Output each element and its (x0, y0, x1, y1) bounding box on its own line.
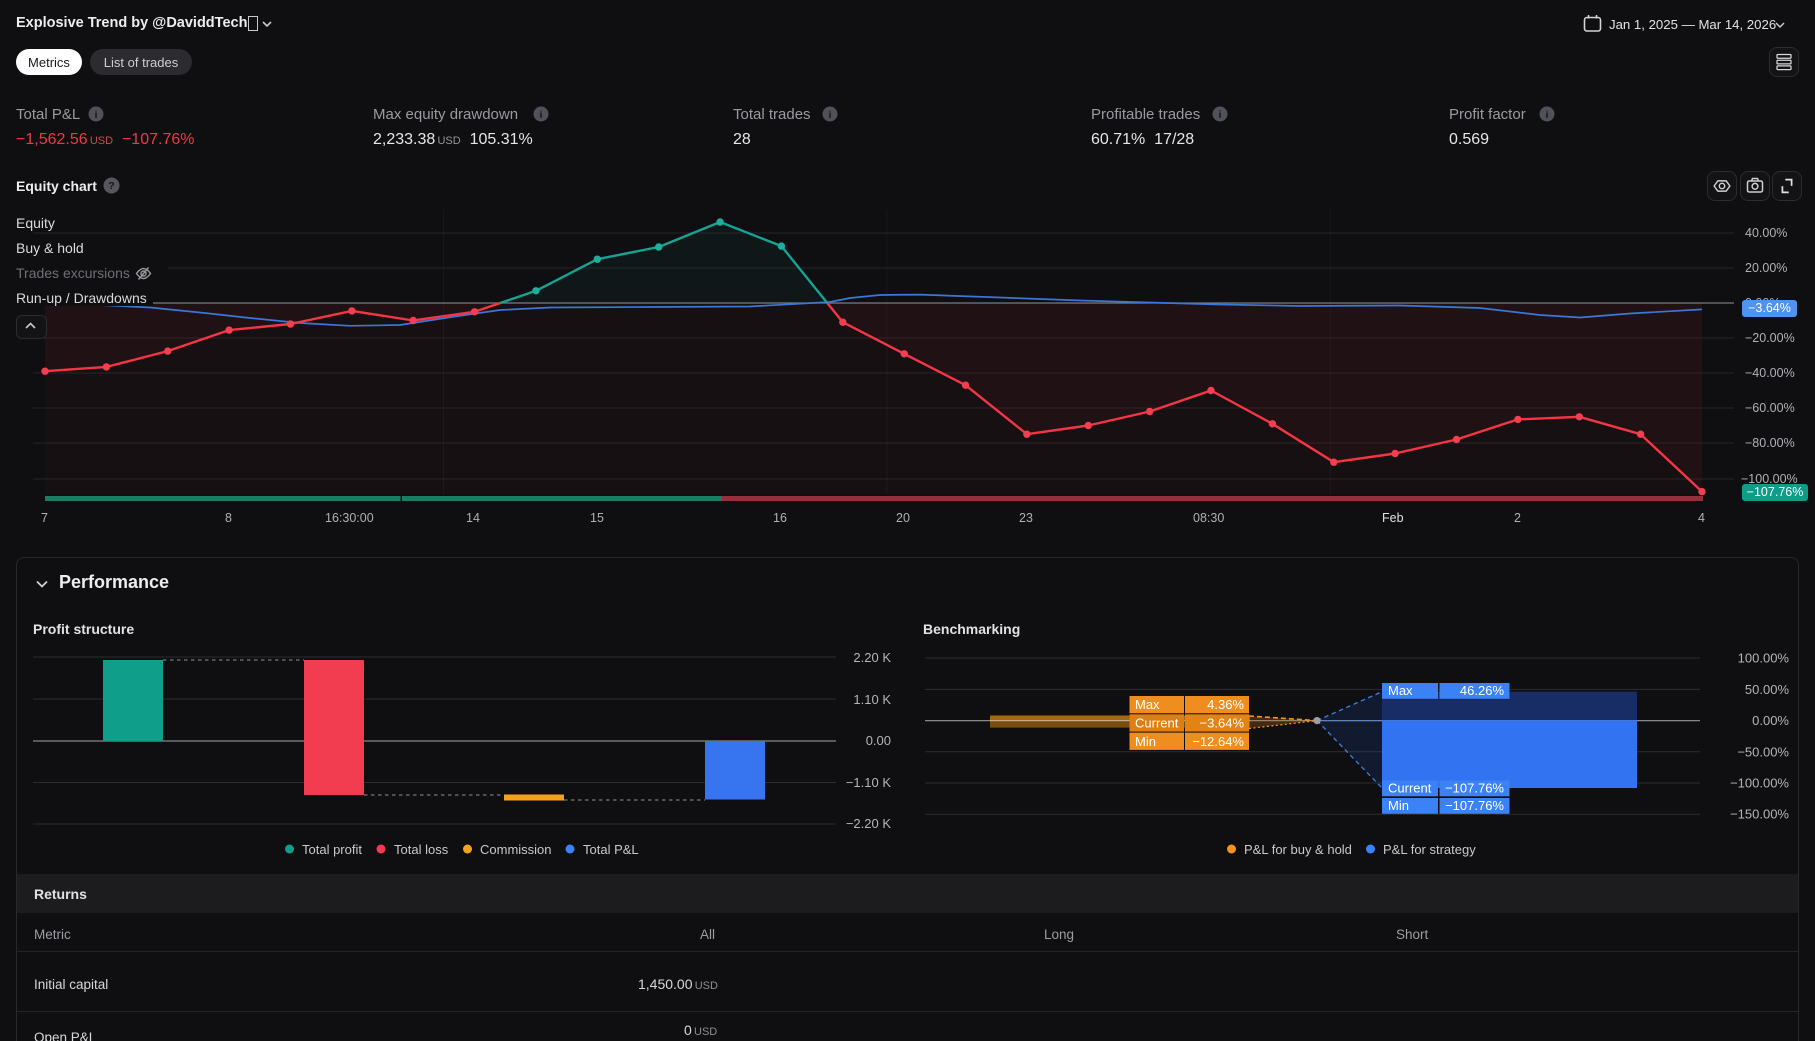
svg-text:i: i (1219, 110, 1222, 121)
svg-text:−107.76%: −107.76% (1445, 798, 1504, 813)
svg-text:i: i (95, 110, 98, 121)
svg-text:−50.00%: −50.00% (1737, 744, 1789, 759)
svg-text:2.20 K: 2.20 K (853, 650, 891, 665)
svg-text:−107.76%: −107.76% (1445, 781, 1504, 796)
svg-text:−1.10 K: −1.10 K (846, 775, 892, 790)
svg-text:?: ? (108, 180, 114, 192)
svg-text:100.00%: 100.00% (1738, 651, 1790, 666)
svg-text:1.10 K: 1.10 K (853, 692, 891, 707)
svg-text:Current: Current (1135, 716, 1179, 731)
svg-text:P&L for buy & hold: P&L for buy & hold (1244, 842, 1352, 857)
svg-text:i: i (1546, 110, 1549, 121)
svg-text:Max: Max (1135, 697, 1160, 712)
svg-text:−150.00%: −150.00% (1730, 807, 1789, 822)
svg-text:Current: Current (1388, 781, 1432, 796)
svg-text:0.00%: 0.00% (1752, 713, 1789, 728)
svg-text:Total loss: Total loss (394, 842, 449, 857)
svg-text:i: i (540, 110, 543, 121)
svg-text:Commission: Commission (480, 842, 552, 857)
svg-text:Min: Min (1388, 798, 1409, 813)
svg-text:46.26%: 46.26% (1460, 683, 1505, 698)
svg-text:−3.64%: −3.64% (1200, 716, 1245, 731)
svg-text:0.00: 0.00 (866, 733, 891, 748)
svg-text:P&L for strategy: P&L for strategy (1383, 842, 1476, 857)
svg-text:Total P&L: Total P&L (583, 842, 639, 857)
svg-text:50.00%: 50.00% (1745, 682, 1790, 697)
svg-text:i: i (829, 110, 832, 121)
svg-text:Min: Min (1135, 734, 1156, 749)
svg-text:Max: Max (1388, 683, 1413, 698)
svg-text:−100.00%: −100.00% (1730, 776, 1789, 791)
svg-text:4.36%: 4.36% (1207, 697, 1244, 712)
svg-text:−12.64%: −12.64% (1192, 734, 1244, 749)
svg-text:−2.20 K: −2.20 K (846, 816, 892, 831)
svg-text:Total profit: Total profit (302, 842, 362, 857)
